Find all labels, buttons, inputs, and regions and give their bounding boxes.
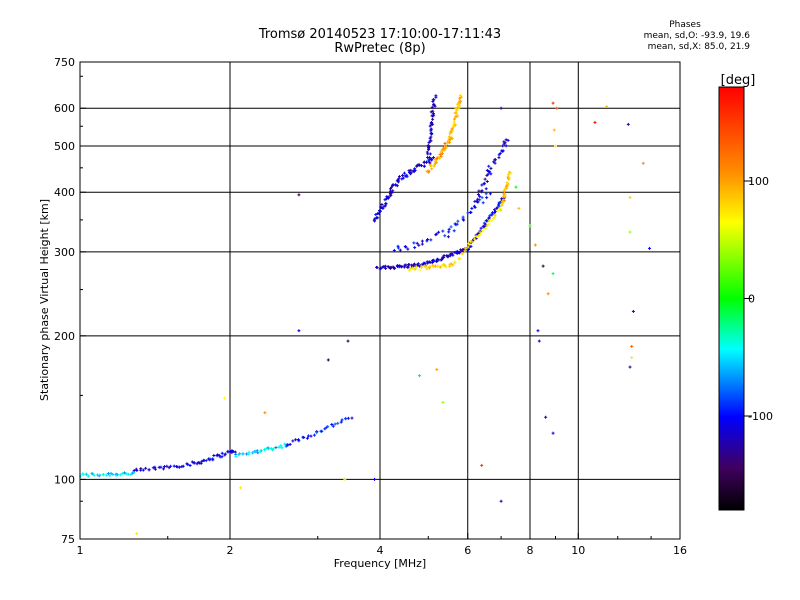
x-axis-label: Frequency [MHz] bbox=[334, 557, 426, 570]
x-tick-label: 2 bbox=[227, 544, 234, 557]
colorbar-tick-label: -100 bbox=[748, 410, 773, 423]
y-tick-label: 75 bbox=[61, 533, 75, 546]
y-tick-label: 400 bbox=[54, 186, 75, 199]
grid bbox=[80, 62, 680, 539]
stats-heading: Phases bbox=[669, 20, 701, 30]
x-tick-label: 1 bbox=[77, 544, 84, 557]
x-tick-label: 10 bbox=[571, 544, 585, 557]
x-tick-label: 8 bbox=[527, 544, 534, 557]
echo-points bbox=[78, 94, 652, 536]
y-tick-label: 600 bbox=[54, 102, 75, 115]
colorbar-ticks: 100 0 -100 bbox=[744, 175, 773, 423]
chart-title: Tromsø 20140523 17:10:00-17:11:43 bbox=[258, 27, 502, 42]
y-tick-label: 750 bbox=[54, 56, 75, 69]
y-tick-label: 200 bbox=[54, 330, 75, 343]
stats-x-mode: mean, sd,X: 85.0, 21.9 bbox=[647, 42, 750, 52]
x-tick-label: 6 bbox=[464, 544, 471, 557]
stats-o-mode: mean, sd,O: -93.9, 19.6 bbox=[643, 31, 750, 41]
axes: 1 2 4 6 8 10 16 75 100 200 300 400 500 600 750 bbox=[54, 56, 687, 557]
y-tick-label: 500 bbox=[54, 140, 75, 153]
y-tick-label: 300 bbox=[54, 246, 75, 259]
x-tick-label: 16 bbox=[673, 544, 687, 557]
colorbar-label: [deg] bbox=[721, 73, 756, 88]
colorbar-tick-label: 0 bbox=[748, 293, 755, 306]
x-tick-label: 4 bbox=[377, 544, 384, 557]
colorbar bbox=[718, 86, 745, 511]
chart-subtitle: RwPretec (8p) bbox=[334, 41, 426, 56]
colorbar-tick-label: 100 bbox=[748, 175, 769, 188]
y-axis-label: Stationary phase Virtual Height [km] bbox=[38, 199, 51, 401]
y-tick-label: 100 bbox=[54, 473, 75, 486]
